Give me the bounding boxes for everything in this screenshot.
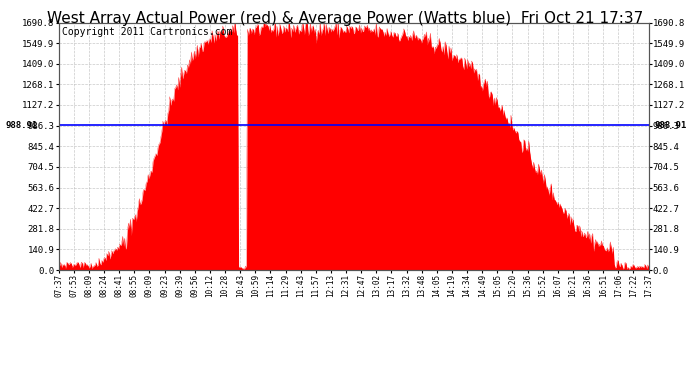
Text: Copyright 2011 Cartronics.com: Copyright 2011 Cartronics.com <box>61 27 232 38</box>
Text: West Array Actual Power (red) & Average Power (Watts blue)  Fri Oct 21 17:37: West Array Actual Power (red) & Average … <box>47 11 643 26</box>
Text: 988.91: 988.91 <box>654 121 687 130</box>
Text: 988.91: 988.91 <box>6 121 38 130</box>
